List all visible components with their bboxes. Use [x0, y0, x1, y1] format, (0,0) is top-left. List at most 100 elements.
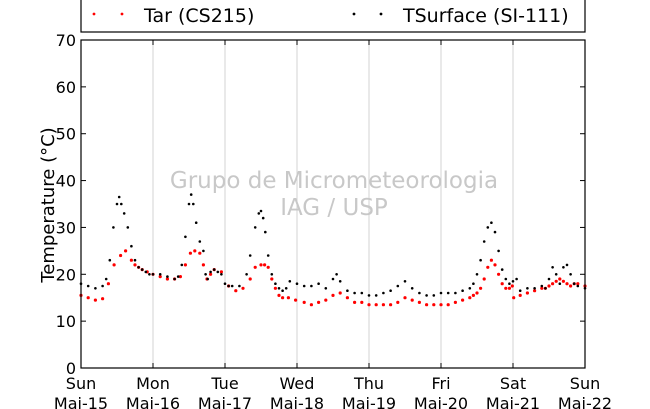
watermark: Grupo de Micrometeorologia IAG / USP	[170, 168, 498, 221]
series-layer	[79, 193, 587, 307]
data-point	[540, 286, 544, 290]
data-point	[468, 296, 472, 300]
data-point	[295, 282, 299, 286]
data-point	[353, 291, 356, 295]
data-point	[346, 289, 349, 293]
data-point	[569, 273, 572, 276]
data-point	[284, 287, 288, 290]
data-point	[277, 293, 281, 297]
data-point	[270, 273, 274, 276]
data-point	[396, 300, 400, 304]
data-point	[294, 298, 298, 302]
data-point	[461, 298, 465, 302]
data-point	[144, 270, 148, 274]
legend-label-tsurface: TSurface (SI-111)	[402, 5, 569, 27]
data-point	[389, 289, 392, 293]
data-point	[439, 303, 443, 307]
data-point	[158, 275, 162, 279]
data-point	[360, 300, 364, 304]
data-point	[274, 282, 277, 286]
data-point	[124, 249, 128, 253]
data-point	[126, 226, 130, 229]
data-point	[178, 275, 182, 279]
data-point	[547, 284, 551, 288]
data-point	[129, 258, 133, 262]
data-point	[263, 263, 267, 267]
data-point	[338, 280, 342, 283]
data-point	[493, 230, 497, 234]
data-point	[562, 266, 565, 269]
data-point	[166, 275, 169, 278]
plot-frame	[80, 39, 586, 369]
data-point	[122, 212, 126, 215]
data-point	[360, 291, 364, 295]
data-point	[479, 286, 483, 290]
data-point	[468, 287, 472, 290]
y-tick-label: 70	[56, 31, 76, 50]
data-point	[266, 265, 270, 269]
data-point	[245, 273, 248, 276]
data-point	[281, 289, 284, 293]
data-point	[198, 240, 202, 243]
data-point	[367, 294, 371, 297]
data-point	[117, 195, 121, 199]
watermark-line-1: Grupo de Micrometeorologia	[170, 168, 498, 194]
data-point	[317, 282, 320, 286]
data-point	[446, 291, 450, 295]
x-tick-day-label: Sun	[570, 374, 600, 393]
x-tick-date-label: Mai-21	[486, 394, 540, 409]
data-point	[540, 284, 544, 288]
x-tick-day-label: Tue	[210, 374, 238, 393]
data-point	[158, 273, 162, 276]
data-point	[238, 284, 241, 288]
grid	[152, 40, 514, 368]
data-point	[425, 303, 429, 307]
data-point	[374, 294, 378, 297]
data-point	[148, 273, 151, 276]
data-point	[547, 277, 551, 281]
y-tick-label: 30	[56, 218, 76, 237]
data-point	[396, 284, 400, 288]
data-point	[410, 298, 414, 302]
data-point	[216, 270, 220, 274]
data-point	[324, 287, 328, 290]
data-point	[194, 221, 198, 224]
data-point	[403, 280, 407, 283]
data-point	[140, 268, 144, 271]
data-point	[173, 277, 176, 281]
data-point	[489, 258, 493, 262]
data-point	[497, 272, 501, 276]
data-point	[576, 282, 580, 286]
data-point	[533, 287, 536, 290]
data-point	[479, 258, 482, 262]
data-point	[209, 272, 213, 276]
data-point	[259, 263, 263, 267]
data-point	[454, 291, 457, 295]
data-point	[310, 284, 313, 288]
data-point	[565, 263, 569, 267]
data-point	[101, 284, 104, 288]
data-point	[482, 240, 486, 243]
data-point	[193, 249, 197, 253]
data-point	[504, 277, 508, 281]
data-point	[104, 277, 108, 281]
data-point	[288, 280, 292, 283]
data-point	[345, 296, 349, 300]
data-point	[533, 289, 537, 293]
data-point	[432, 294, 436, 297]
x-tick-day-label: Sun	[66, 374, 96, 393]
data-point	[507, 286, 511, 290]
y-axis-label: Temperature (°C)	[38, 127, 59, 283]
data-point	[453, 300, 457, 304]
data-point	[338, 291, 342, 295]
legend-label-tar: Tar (CS215)	[143, 5, 254, 27]
data-point	[569, 284, 573, 288]
data-point	[101, 297, 105, 301]
data-point	[133, 258, 137, 262]
data-point	[551, 282, 555, 286]
data-point	[187, 202, 191, 206]
data-point	[137, 266, 140, 269]
data-point	[432, 303, 436, 307]
x-tick-day-label: Fri	[431, 374, 450, 393]
data-point	[120, 202, 123, 206]
